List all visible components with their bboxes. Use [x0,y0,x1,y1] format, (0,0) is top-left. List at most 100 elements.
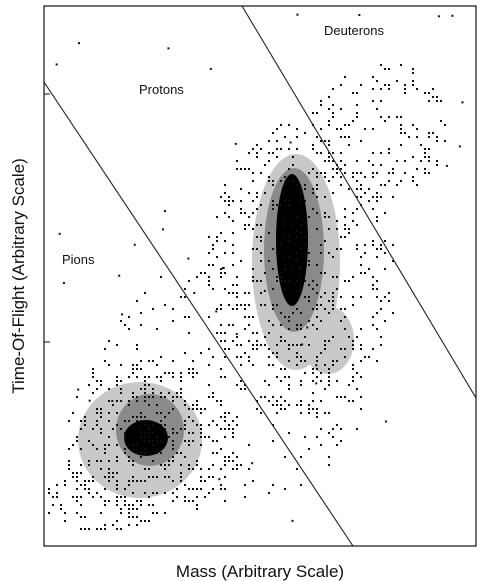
scatter-point [320,320,322,322]
scatter-point [324,216,326,218]
scatter-point [372,88,374,90]
scatter-point [172,396,174,398]
scatter-point [216,240,218,242]
scatter-point [176,452,178,454]
scatter-point [340,152,342,154]
scatter-point [176,392,178,394]
scatter-point [228,324,230,326]
scatter-point [160,412,162,414]
scatter-point [336,360,338,362]
scatter-point [364,244,366,246]
scatter-point [288,384,290,386]
scatter-point [192,376,194,378]
scatter-point [136,400,138,402]
scatter-point [232,284,234,286]
scatter-point [100,460,102,462]
scatter-point [236,276,238,278]
scatter-point [316,308,318,310]
scatter-point [196,460,198,462]
scatter-point [352,92,354,94]
scatter-point [384,212,386,214]
scatter-point [128,524,130,526]
scatter-point [316,184,318,186]
scatter-point [92,368,94,370]
scatter-point [224,416,226,418]
scatter-point [124,504,126,506]
scatter-point [316,376,318,378]
scatter-point [240,356,242,358]
scatter-point [360,344,362,346]
scatter-point [92,480,94,482]
scatter-point [236,456,238,458]
scatter-point [276,404,278,406]
scatter-point [252,280,254,282]
scatter-point [228,412,230,414]
scatter-point [276,276,278,278]
scatter-point [236,416,238,418]
scatter-point [140,388,142,390]
scatter-point [148,428,150,430]
scatter-point [136,500,138,502]
scatter-point [192,360,194,362]
scatter-point [312,400,314,402]
scatter-point [180,480,182,482]
scatter-point [276,244,278,246]
scatter-point [152,396,154,398]
scatter-point [252,212,254,214]
scatter-point [308,216,310,218]
scatter-point [208,476,210,478]
scatter-point [248,304,250,306]
scatter-point [264,272,266,274]
scatter-point [184,440,186,442]
scatter-point [328,216,330,218]
scatter-point [240,200,242,202]
scatter-point [172,428,174,430]
scatter-point [272,396,274,398]
scatter-point [160,392,162,394]
scatter-point [108,412,110,414]
scatter-point [316,212,318,214]
scatter-point [220,484,222,486]
scatter-point [328,124,330,126]
scatter-point [300,344,302,346]
scatter-point [392,244,394,246]
scatter-point [332,176,334,178]
scatter-point [88,528,90,530]
scatter-point [356,224,358,226]
scatter-point [268,332,270,334]
scatter-point [88,492,90,494]
scatter-point [328,228,330,230]
scatter-point [136,444,138,446]
scatter-point [404,84,406,86]
scatter-point [428,148,430,150]
scatter-point [168,436,170,438]
scatter-point [412,156,414,158]
scatter-point [240,168,242,170]
scatter-point [308,320,310,322]
scatter-point [256,224,258,226]
scatter-point [228,424,230,426]
scatter-point [276,344,278,346]
scatter-point [132,368,134,370]
scatter-point [184,484,186,486]
scatter-point [232,232,234,234]
scatter-point [116,472,118,474]
scatter-point [292,164,294,166]
scatter-point [84,480,86,482]
scatter-point [152,504,154,506]
scatter-point [272,352,274,354]
scatter-point [376,108,378,110]
scatter-point [344,236,346,238]
scatter-point [208,284,210,286]
scatter-point [344,124,346,126]
scatter-point [300,400,302,402]
scatter-point [336,172,338,174]
scatter-point [184,428,186,430]
scatter-point [56,492,58,494]
scatter-point [188,488,190,490]
scatter-point [320,172,322,174]
scatter-point [104,524,106,526]
scatter-point [152,360,154,362]
scatter-point [68,464,70,466]
scatter-point [300,312,302,314]
